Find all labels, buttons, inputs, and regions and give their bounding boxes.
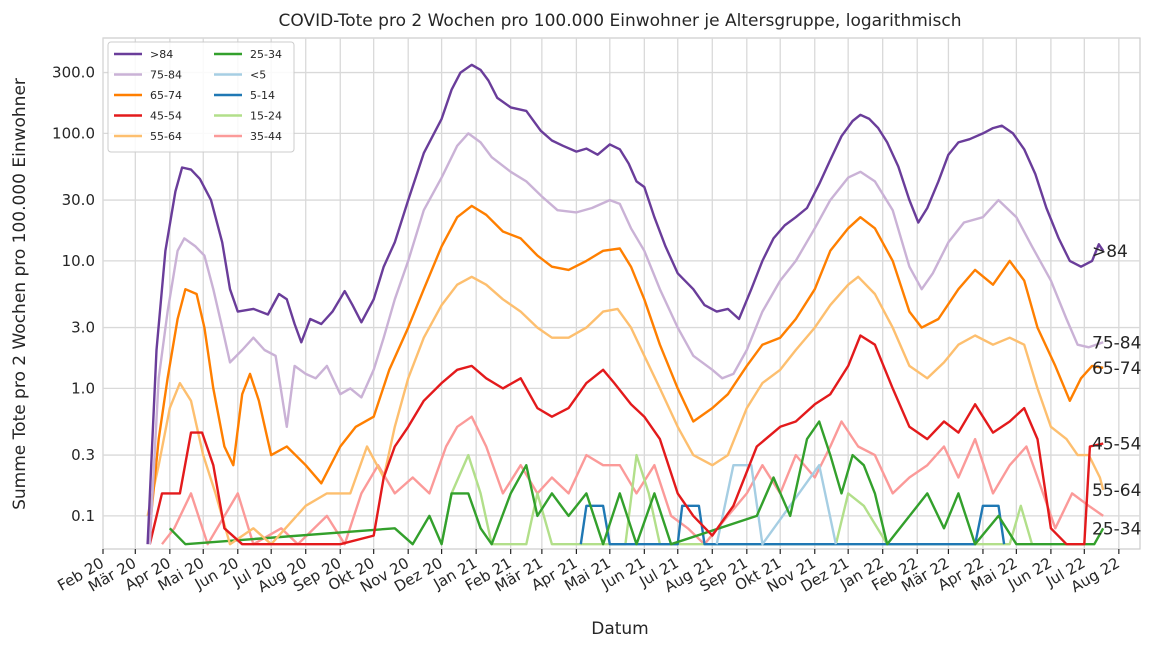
legend-label-45-54: 45-54 <box>150 110 182 123</box>
end-label-65-74: 65-74 <box>1092 359 1141 379</box>
series-line-75-84 <box>148 132 1104 545</box>
legend-label-15-24: 15-24 <box>250 110 282 123</box>
end-label->84: >84 <box>1092 242 1128 262</box>
series-line-5-14 <box>579 504 1006 546</box>
legend-label-75-84: 75-84 <box>150 69 182 82</box>
y-tick-label: 30.0 <box>62 191 95 209</box>
end-label-75-84: 75-84 <box>1092 333 1141 353</box>
legend-label-55-64: 55-64 <box>150 130 182 143</box>
y-tick-label: 300.0 <box>52 64 95 82</box>
end-label-45-54: 45-54 <box>1092 434 1141 454</box>
x-axis-label: Datum <box>591 619 649 639</box>
series-line-<5 <box>715 464 838 546</box>
legend-label-25-34: 25-34 <box>250 48 282 61</box>
series-line-55-64 <box>146 275 1105 546</box>
series-line-25-34 <box>168 420 1105 546</box>
legend-label-<5: <5 <box>250 69 266 82</box>
grid-lines <box>102 38 1140 549</box>
legend-label-65-74: 65-74 <box>150 89 182 102</box>
legend-label-35-44: 35-44 <box>250 130 282 143</box>
y-tick-label: 3.0 <box>71 319 95 337</box>
end-label-25-34: 25-34 <box>1092 519 1141 539</box>
plot-area: >84 75-84 65-74 45-54 55-64 25-34 >84 75-84 65-… <box>102 37 1141 550</box>
y-tick-label: 0.3 <box>71 446 95 464</box>
y-axis-ticks: 0.1 0.3 1.0 3.0 10.0 30.0 100.0 300.0 <box>52 64 95 525</box>
legend-label->84: >84 <box>150 48 173 61</box>
series-line-65-74 <box>148 204 1104 529</box>
y-tick-label: 1.0 <box>71 379 95 397</box>
chart-title: COVID-Tote pro 2 Wochen pro 100.000 Einw… <box>278 11 961 31</box>
series-lines <box>146 63 1105 546</box>
series-line->84 <box>146 63 1105 545</box>
legend-box <box>107 41 295 153</box>
end-labels: >84 75-84 65-74 45-54 55-64 25-34 <box>1092 242 1141 539</box>
y-tick-label: 0.1 <box>71 507 95 525</box>
end-label-55-64: 55-64 <box>1092 481 1141 501</box>
legend-label-5-14: 5-14 <box>250 89 275 102</box>
series-line-45-54 <box>148 334 1104 546</box>
y-tick-label: 10.0 <box>62 252 95 270</box>
legend: >84 75-84 65-74 45-54 55-64 25-34 <5 5-14 15-24 3… <box>107 41 295 153</box>
y-axis-label: Summe Tote pro 2 Wochen pro 100.000 Einw… <box>10 78 30 510</box>
y-tick-label: 100.0 <box>52 124 95 142</box>
